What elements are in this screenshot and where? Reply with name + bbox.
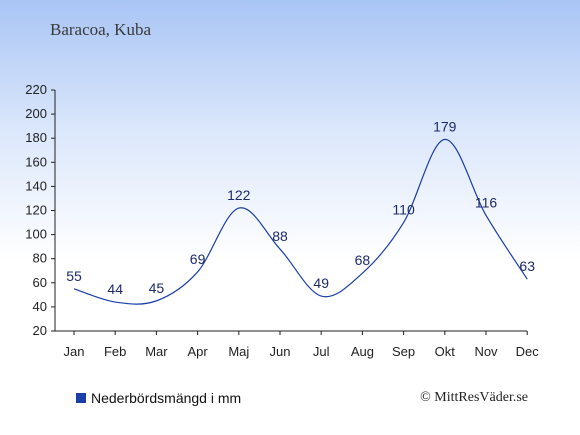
x-tick-label: Mar <box>145 344 168 359</box>
x-tick-label: Apr <box>187 344 208 359</box>
data-label: 88 <box>272 228 288 244</box>
site-credit: © MittResVäder.se <box>420 390 528 405</box>
data-label: 179 <box>433 118 457 134</box>
x-tick-label: Nov <box>474 344 498 359</box>
x-tick-label: Jan <box>64 344 85 359</box>
data-label: 44 <box>107 281 123 297</box>
x-axis-ticks: Jan Feb Mar Apr Maj Jun Jul Aug Sep Okt Nov Dec <box>64 331 540 359</box>
data-label: 55 <box>66 268 82 284</box>
y-tick-label: 80 <box>33 251 47 266</box>
x-tick-label: Feb <box>104 344 126 359</box>
x-tick-label: Jun <box>270 344 291 359</box>
x-tick-label: Aug <box>351 344 374 359</box>
data-label: 68 <box>355 252 371 268</box>
legend-swatch <box>76 393 86 403</box>
y-tick-label: 180 <box>25 130 47 145</box>
data-labels: 55 44 45 69 122 88 49 68 110 179 116 63 <box>66 118 535 297</box>
y-axis-ticks: 20 40 60 80 100 120 140 160 180 200 220 <box>25 82 55 338</box>
data-label: 110 <box>392 202 415 218</box>
data-label: 49 <box>313 275 329 291</box>
data-label: 69 <box>190 251 206 267</box>
precipitation-line <box>73 138 528 305</box>
legend: Nederbördsmängd i mm <box>76 390 241 406</box>
y-tick-label: 200 <box>25 106 47 121</box>
y-tick-label: 20 <box>33 323 47 338</box>
x-tick-label: Okt <box>435 344 456 359</box>
data-label: 63 <box>519 258 535 274</box>
x-tick-label: Sep <box>392 344 415 359</box>
data-label: 122 <box>227 187 251 203</box>
data-label: 45 <box>149 280 165 296</box>
y-tick-label: 100 <box>25 227 47 242</box>
y-tick-label: 140 <box>25 178 47 193</box>
y-tick-label: 60 <box>33 275 47 290</box>
y-tick-label: 120 <box>25 203 47 218</box>
x-tick-label: Jul <box>313 344 330 359</box>
y-tick-label: 40 <box>33 299 47 314</box>
y-tick-label: 160 <box>25 154 47 169</box>
legend-label: Nederbördsmängd i mm <box>91 390 242 406</box>
y-tick-label: 220 <box>25 82 47 97</box>
x-tick-label: Maj <box>228 344 249 359</box>
location-title: Baracoa, Kuba <box>50 20 152 39</box>
x-tick-label: Dec <box>516 344 540 359</box>
data-label: 116 <box>475 194 498 210</box>
series-layer <box>73 138 528 305</box>
